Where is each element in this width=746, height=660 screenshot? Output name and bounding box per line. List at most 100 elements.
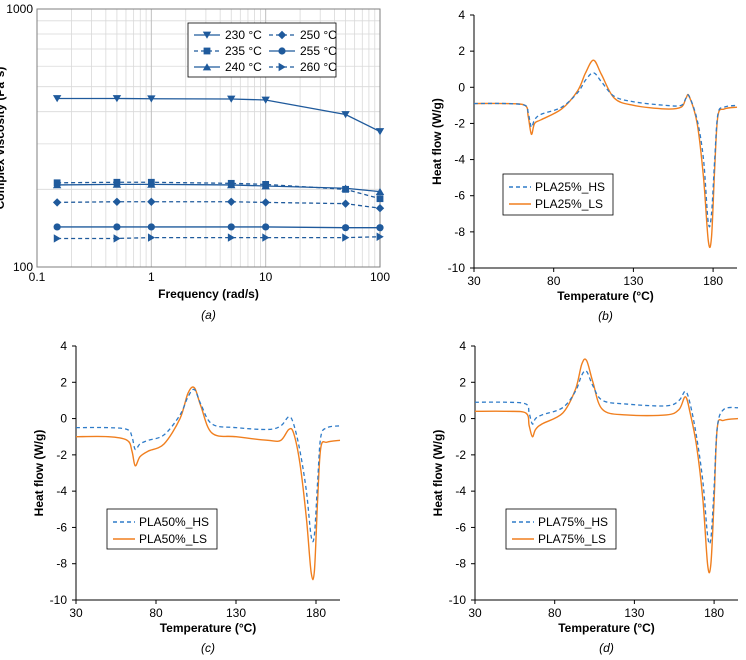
data-point bbox=[112, 180, 122, 188]
data-point bbox=[341, 199, 350, 208]
data-point bbox=[375, 187, 385, 195]
panel-b: -10 -8 -6 -4 -2 0 2 4 30 80 130 180 Temperature (°C)… bbox=[430, 8, 738, 323]
legend-marker bbox=[277, 30, 287, 40]
series-line bbox=[474, 358, 739, 574]
x-axis-label: Temperature (°C) bbox=[558, 621, 655, 635]
y-tick-label: -8 bbox=[455, 557, 466, 571]
x-axis-label: Temperature (°C) bbox=[557, 289, 654, 303]
x-tick-label: 180 bbox=[703, 274, 723, 288]
data-point bbox=[227, 223, 235, 231]
y-tick-label: -2 bbox=[56, 448, 67, 462]
panel-label: (b) bbox=[598, 309, 613, 323]
x-tick-label: 100 bbox=[370, 270, 390, 284]
legend: PLA75%_HS PLA75%_LS bbox=[505, 508, 617, 550]
legend-label: PLA75%_HS bbox=[538, 515, 608, 529]
legend-label: 250 °C bbox=[300, 28, 337, 42]
x-axis-label: Temperature (°C) bbox=[160, 621, 257, 635]
x-tick-label: 1 bbox=[148, 270, 155, 284]
x-tick-label: 30 bbox=[467, 274, 481, 288]
series-line bbox=[474, 370, 739, 545]
x-tick-label: 180 bbox=[306, 606, 326, 620]
y-tick-label: 0 bbox=[60, 412, 67, 426]
legend-box bbox=[187, 22, 337, 78]
x-tick-label: 130 bbox=[623, 274, 643, 288]
data-point bbox=[52, 181, 62, 189]
legend-label: PLA75%_LS bbox=[538, 532, 606, 546]
legend-marker bbox=[202, 31, 212, 39]
data-point bbox=[341, 184, 350, 192]
data-point bbox=[112, 197, 122, 206]
data-point bbox=[113, 223, 121, 231]
legend-marker bbox=[278, 62, 286, 72]
y-tick-label: -2 bbox=[455, 448, 466, 462]
series-line bbox=[75, 386, 341, 581]
y-tick-label: 0 bbox=[458, 80, 465, 94]
x-tick-label: 130 bbox=[226, 606, 246, 620]
data-point bbox=[227, 95, 236, 103]
data-point bbox=[147, 197, 156, 206]
y-tick-label: 4 bbox=[458, 8, 465, 22]
legend: PLA50%_HS PLA50%_LS bbox=[106, 508, 218, 550]
legend: PLA25%_HS PLA25%_LS bbox=[502, 173, 614, 216]
y-tick-label: -4 bbox=[56, 484, 67, 498]
data-point bbox=[375, 128, 385, 136]
x-axis-label: Frequency (rad/s) bbox=[158, 287, 259, 301]
legend-label: 240 °C bbox=[225, 60, 262, 74]
data-point bbox=[262, 223, 270, 231]
x-tick-label: 80 bbox=[548, 606, 562, 620]
legend-marker bbox=[202, 63, 212, 71]
data-point bbox=[147, 95, 156, 103]
legend-label: 235 °C bbox=[225, 44, 262, 58]
data-point bbox=[375, 204, 385, 213]
data-point bbox=[227, 233, 236, 242]
y-tick-label: -6 bbox=[56, 520, 67, 534]
y-tick-label: 4 bbox=[60, 339, 67, 353]
y-tick-label: -2 bbox=[454, 116, 465, 130]
y-tick-label: -10 bbox=[50, 593, 68, 607]
data-point bbox=[261, 198, 270, 207]
y-tick-label: -10 bbox=[449, 593, 467, 607]
panel-d: -10 -8 -6 -4 -2 0 2 4 30 80 130 180 Temperature (°C)… bbox=[431, 339, 739, 655]
y-tick-label: 100 bbox=[13, 260, 33, 274]
y-tick-label: 2 bbox=[60, 375, 67, 389]
x-tick-label: 180 bbox=[704, 606, 724, 620]
legend-box bbox=[505, 508, 617, 550]
y-tick-label: -4 bbox=[455, 484, 466, 498]
panel-label: (c) bbox=[201, 641, 215, 655]
data-point bbox=[52, 198, 62, 207]
data-point bbox=[147, 223, 155, 231]
legend-box bbox=[502, 173, 614, 216]
x-tick-label: 30 bbox=[69, 606, 83, 620]
legend-label: PLA25%_LS bbox=[535, 197, 603, 211]
y-axis-label: Heat flow (W/g) bbox=[430, 98, 444, 185]
x-tick-label: 10 bbox=[259, 270, 273, 284]
data-point bbox=[53, 234, 61, 243]
data-point bbox=[376, 195, 384, 203]
legend-label: 260 °C bbox=[300, 60, 337, 74]
data-point bbox=[261, 182, 270, 190]
y-tick-label: 2 bbox=[458, 44, 465, 58]
legend-marker bbox=[278, 47, 286, 55]
data-point bbox=[376, 224, 384, 232]
legend-marker bbox=[203, 47, 211, 55]
x-tick-label: 30 bbox=[468, 606, 482, 620]
y-tick-label: -8 bbox=[454, 225, 465, 239]
data-point bbox=[112, 95, 122, 103]
panel-c: -10 -8 -6 -4 -2 0 2 4 30 80 130 180 Temperature (°C)… bbox=[32, 339, 341, 655]
x-tick-label: 0.1 bbox=[29, 270, 46, 284]
legend-label: PLA50%_LS bbox=[139, 532, 207, 546]
x-tick-label: 130 bbox=[624, 606, 644, 620]
data-point bbox=[376, 232, 384, 241]
data-point bbox=[341, 224, 350, 232]
legend: 230 °C 250 °C 235 °C 255 °C 240 °C 260 °C bbox=[187, 22, 337, 78]
y-tick-label: -10 bbox=[448, 261, 466, 275]
series-line bbox=[75, 388, 341, 543]
panel-label: (d) bbox=[599, 641, 614, 655]
y-tick-label: 0 bbox=[459, 412, 466, 426]
plot-frame bbox=[36, 8, 381, 268]
panel-label: (a) bbox=[201, 308, 216, 322]
data-point bbox=[53, 223, 61, 231]
y-axis-label: Heat flow (W/g) bbox=[32, 430, 46, 517]
y-tick-label: 2 bbox=[459, 375, 466, 389]
